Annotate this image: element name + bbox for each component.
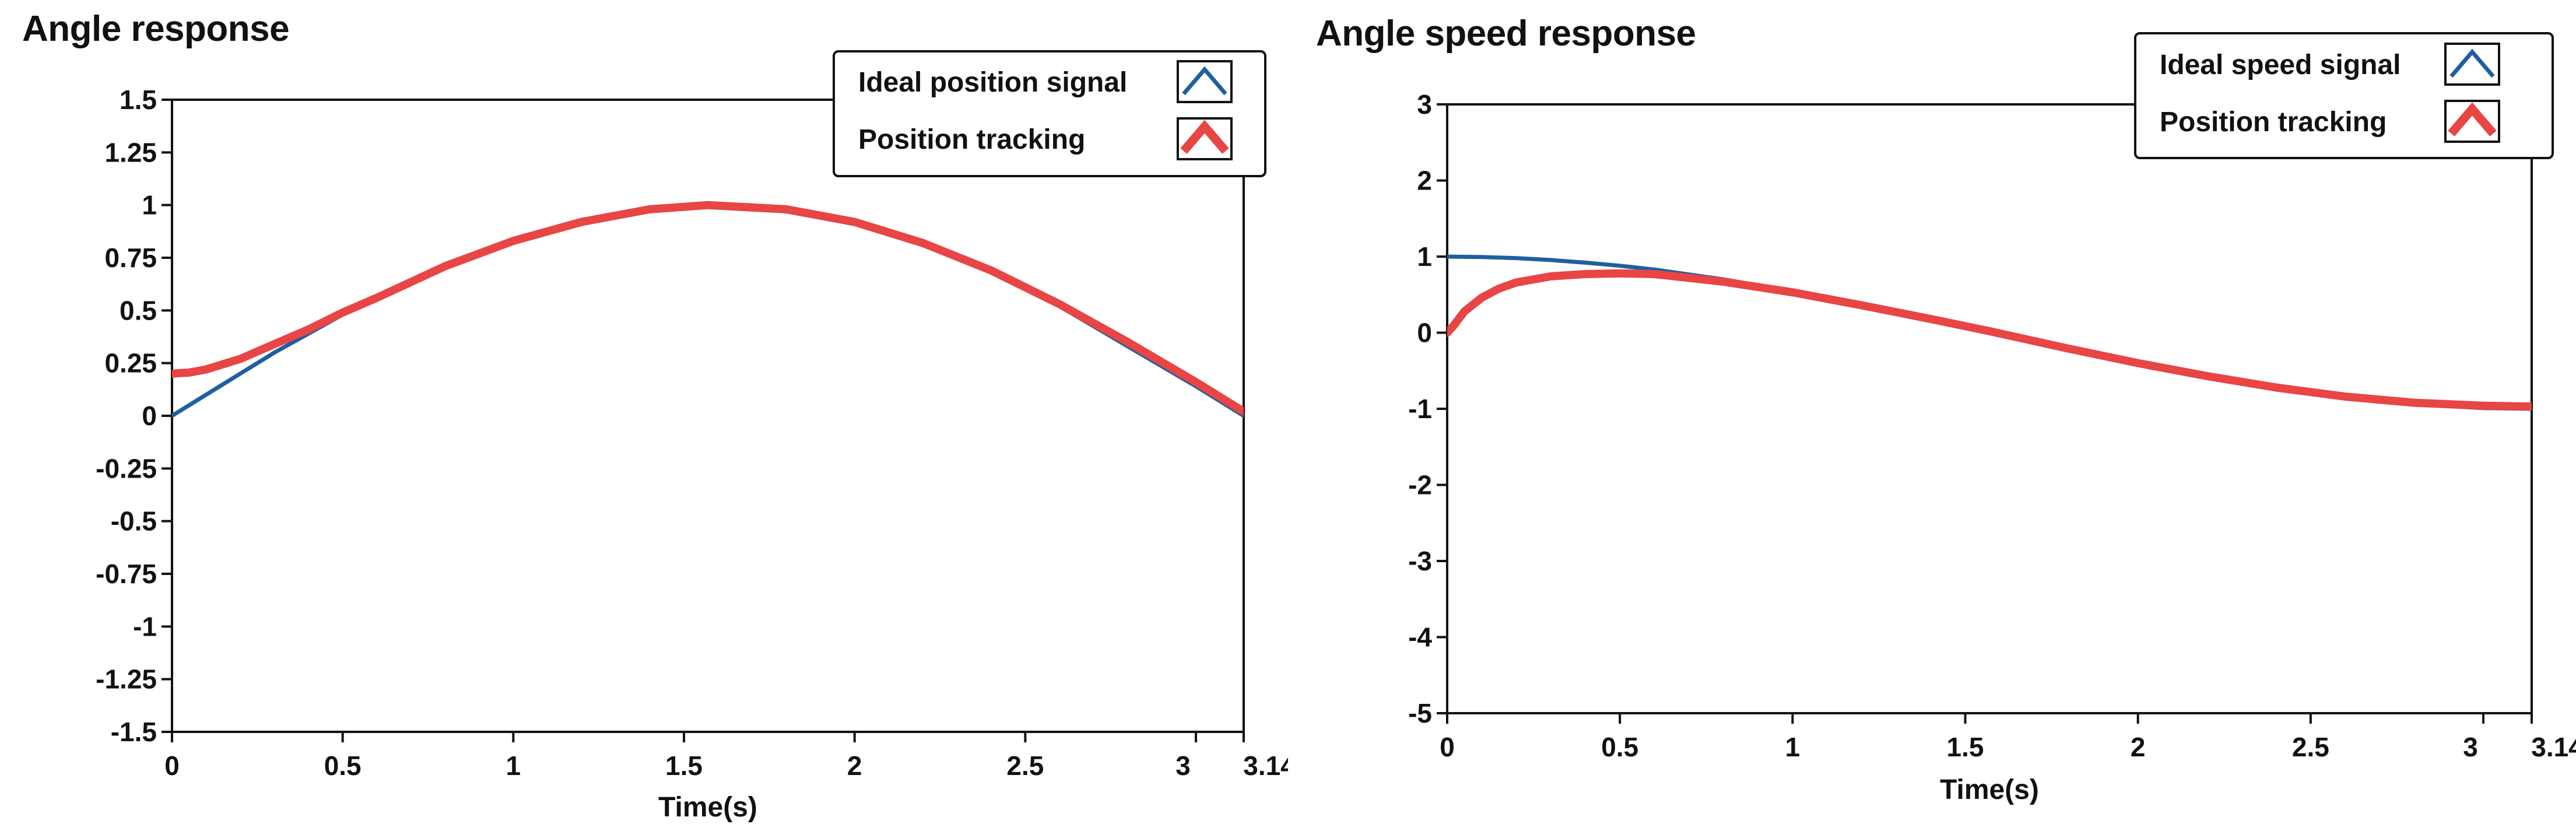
y-tick-label: 1 [1417, 241, 1432, 272]
x-axis-title: Time(s) [1940, 774, 2039, 805]
x-tick-label: 2 [847, 751, 862, 781]
y-tick-label: 1.5 [120, 85, 157, 115]
y-tick-label: -2 [1408, 470, 1432, 500]
plot-area [171, 99, 1245, 733]
x-tick-label: 3 [1175, 751, 1191, 781]
x-tick-label: 0.5 [324, 751, 362, 781]
legend-swatch-line [2449, 48, 2495, 78]
legend-label: Position tracking [858, 124, 1085, 155]
x-tick-label: 3 [2463, 732, 2478, 762]
legend-label: Position tracking [2160, 107, 2387, 138]
legend-swatch-line [2448, 102, 2497, 136]
angle-speed-response-panel: 3 2 1 0 -1 -2 -3 -4 -5 0 0.5 1 1.5 2 2.5 3 3.14 Time(s) Id… [1288, 0, 2576, 838]
legend-box [833, 50, 1266, 177]
y-tick-label: -1 [1408, 394, 1432, 424]
y-tick-label: 2 [1417, 166, 1432, 196]
x-tick-label: 2.5 [1006, 751, 1044, 781]
x-tick-label: 2.5 [2292, 732, 2329, 762]
y-tick-label: 0.25 [104, 348, 157, 378]
y-tick-label: -0.5 [111, 506, 157, 537]
angle-response-panel: 1.5 1.25 1 0.75 0.5 0.25 0 -0.25 -0.5 -0.75 -1 -1.2… [22, 9, 1288, 823]
y-tick-label: -3 [1408, 546, 1432, 576]
y-tick-label: 1.25 [104, 137, 157, 167]
y-tick-label: -0.25 [96, 453, 157, 483]
plot-area [1446, 103, 2533, 714]
x-tick-label: 0 [164, 751, 180, 781]
angle-response-chart: 1.5 1.25 1 0.75 0.5 0.25 0 -0.25 -0.5 -0.75 -1 -1.2… [96, 50, 1288, 823]
x-tick-label: 2 [2131, 732, 2146, 762]
legend-label: Ideal position signal [858, 67, 1127, 98]
legend: Ideal speed signal Position tracking [2134, 32, 2554, 159]
y-tick-label: -1.25 [96, 664, 157, 695]
angle-speed-response-chart: 3 2 1 0 -1 -2 -3 -4 -5 0 0.5 1 1.5 2 2.5 3 3.14 Time(s) Id… [1408, 32, 2576, 805]
legend-swatch-line [1182, 66, 1227, 96]
legend: Ideal position signal Position tracking [833, 50, 1266, 177]
y-tick-label: 0 [1417, 318, 1432, 348]
x-tick-label: 1 [1785, 732, 1801, 762]
x-tick-label: 1.5 [665, 751, 703, 781]
legend-swatch-line [1180, 120, 1229, 154]
series-line-tracking [172, 201, 1244, 416]
x-tick-label: 0.5 [1601, 732, 1638, 762]
y-tick-label: -1 [133, 611, 157, 641]
x-tick-label: 1.5 [1947, 732, 1984, 762]
x-axis-title: Time(s) [658, 792, 757, 823]
x-tick-label: 3.14 [2531, 732, 2576, 762]
y-tick-label: 1 [142, 190, 157, 220]
x-tick-label: 0 [1440, 732, 1455, 762]
legend-label: Ideal speed signal [2160, 50, 2400, 80]
y-tick-label: 0.75 [104, 243, 157, 273]
chart-title: Angle speed response [1316, 13, 1696, 54]
y-tick-label: -0.75 [96, 559, 157, 589]
y-tick-label: 3 [1417, 89, 1432, 120]
series-line-tracking [1447, 269, 2532, 411]
y-tick-label: -1.5 [111, 717, 157, 747]
chart-title: Angle response [22, 9, 290, 49]
x-tick-label: 3.14 [1243, 751, 1288, 781]
x-tick-label: 1 [506, 751, 521, 781]
y-tick-label: 0.5 [120, 295, 157, 325]
y-tick-label: -4 [1408, 622, 1432, 653]
y-tick-label: -5 [1408, 698, 1432, 728]
y-tick-label: 0 [142, 401, 157, 431]
